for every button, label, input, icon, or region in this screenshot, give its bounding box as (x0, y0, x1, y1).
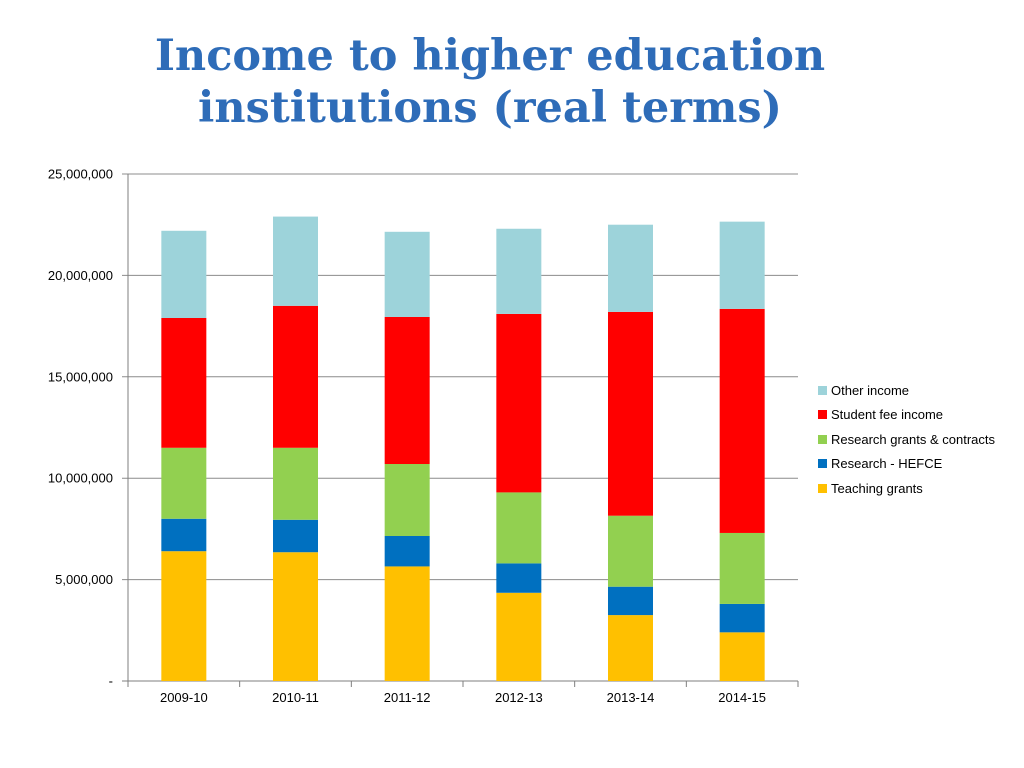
bar-segment-other-income-2011-12 (384, 231, 430, 317)
bar-segment-teaching-grants-2014-15 (719, 632, 765, 681)
bar-segment-teaching-grants-2010-11 (273, 552, 318, 681)
bar-segment-other-income-2013-14 (608, 224, 653, 312)
legend-swatch (818, 410, 827, 420)
legend-label: Research - HEFCE (831, 456, 943, 472)
bar-segment-research-hefce-2010-11 (273, 519, 318, 553)
bar-segment-research-grants-contracts-2014-15 (719, 532, 765, 604)
x-tick-label: 2011-12 (384, 690, 431, 705)
y-tick-label: 25,000,000 (48, 167, 113, 182)
legend-label: Other income (831, 382, 910, 398)
bar-segment-research-grants-contracts-2009-10 (161, 447, 207, 519)
legend-item: Research grants & contracts (818, 427, 995, 452)
legend-swatch (818, 483, 827, 493)
bar-segment-student-fee-income-2013-14 (608, 311, 653, 516)
bar-segment-research-hefce-2013-14 (608, 586, 653, 616)
y-tick-label: 5,000,000 (55, 572, 113, 587)
x-tick-label: 2012-13 (495, 690, 543, 705)
x-tick-label: 2014-15 (718, 690, 766, 705)
x-tick-label: 2009-10 (160, 690, 208, 705)
slide-title: Income to higher education institutions … (0, 30, 980, 134)
x-tick-label: 2010-11 (272, 690, 319, 705)
legend-label: Research grants & contracts (831, 431, 996, 447)
chart-legend: Other income Student fee income Research g… (818, 378, 995, 501)
legend-swatch (818, 385, 827, 395)
bar-segment-student-fee-income-2011-12 (384, 316, 430, 465)
bar-segment-other-income-2014-15 (719, 221, 765, 309)
x-tick-label: 2013-14 (607, 690, 655, 705)
bar-segment-teaching-grants-2011-12 (384, 566, 430, 681)
legend-item: Research - HEFCE (818, 452, 995, 477)
bar-segment-student-fee-income-2009-10 (161, 317, 207, 448)
bar-segment-student-fee-income-2014-15 (719, 308, 765, 533)
y-tick-label: 15,000,000 (48, 369, 113, 384)
slide-title-line-2: institutions (real terms) (198, 83, 782, 133)
bar-segment-research-grants-contracts-2013-14 (608, 515, 653, 587)
bar-segment-research-hefce-2011-12 (384, 535, 430, 567)
bar-segment-student-fee-income-2010-11 (273, 305, 318, 448)
bar-segment-other-income-2012-13 (496, 228, 542, 314)
slide-title-line-1: Income to higher education (154, 31, 826, 81)
bar-segment-research-grants-contracts-2011-12 (384, 464, 430, 536)
legend-swatch (818, 434, 827, 444)
legend-label: Teaching grants (831, 480, 923, 496)
y-tick-label: 20,000,000 (48, 268, 113, 283)
bar-segment-teaching-grants-2012-13 (496, 592, 542, 681)
y-tick-label: 10,000,000 (48, 471, 113, 486)
bar-segment-student-fee-income-2012-13 (496, 313, 542, 493)
bar-segment-teaching-grants-2013-14 (608, 615, 653, 681)
y-tick-label: - (109, 674, 113, 689)
bar-segment-research-grants-contracts-2010-11 (273, 447, 318, 520)
legend-item: Teaching grants (818, 476, 995, 501)
legend-item: Student fee income (818, 403, 995, 428)
bar-segment-teaching-grants-2009-10 (161, 551, 207, 681)
legend-item: Other income (818, 378, 995, 403)
bar-segment-other-income-2009-10 (161, 230, 207, 318)
legend-swatch (818, 459, 827, 469)
bar-segment-research-grants-contracts-2012-13 (496, 492, 542, 564)
bar-segment-research-hefce-2014-15 (719, 603, 765, 633)
legend-label: Student fee income (831, 407, 944, 423)
bar-segment-research-hefce-2009-10 (161, 518, 207, 552)
bar-segment-other-income-2010-11 (273, 216, 318, 306)
bar-segment-research-hefce-2012-13 (496, 563, 542, 593)
